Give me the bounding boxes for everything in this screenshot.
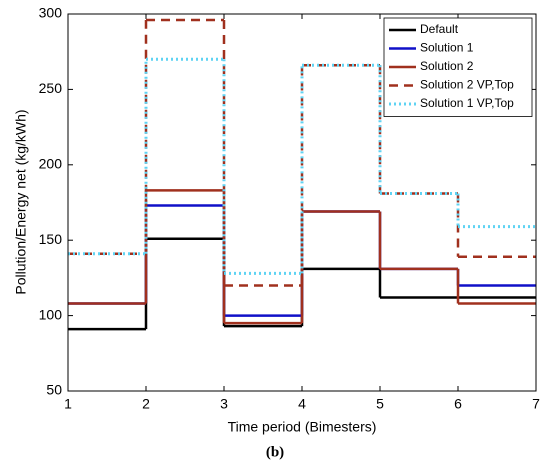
y-tick-label: 150 [39, 231, 63, 247]
x-tick-label: 6 [454, 396, 462, 412]
y-axis-label: Pollution/Energy net (kg/kWh) [13, 109, 29, 294]
x-tick-label: 4 [298, 396, 306, 412]
legend-label: Solution 1 [420, 41, 474, 55]
x-axis-label: Time period (Bimesters) [228, 419, 377, 435]
x-tick-label: 7 [532, 396, 540, 412]
x-tick-label: 5 [376, 396, 384, 412]
y-tick-label: 250 [39, 80, 63, 96]
x-tick-label: 2 [142, 396, 150, 412]
y-tick-label: 100 [39, 306, 63, 322]
legend-label: Default [420, 22, 459, 36]
x-tick-label: 3 [220, 396, 228, 412]
caption: (b) [266, 444, 284, 460]
legend-label: Solution 1 VP,Top [420, 96, 514, 110]
x-tick-label: 1 [64, 396, 72, 412]
legend: Default Solution 1 Solution 2 Solution 2 VP… [383, 17, 533, 117]
legend-label: Solution 2 VP,Top [420, 78, 514, 92]
y-tick-label: 300 [39, 5, 63, 21]
plot-frame [67, 13, 537, 392]
y-tick-label: 200 [39, 156, 63, 172]
legend-label: Solution 2 [420, 59, 474, 73]
y-tick-label: 50 [46, 382, 62, 398]
